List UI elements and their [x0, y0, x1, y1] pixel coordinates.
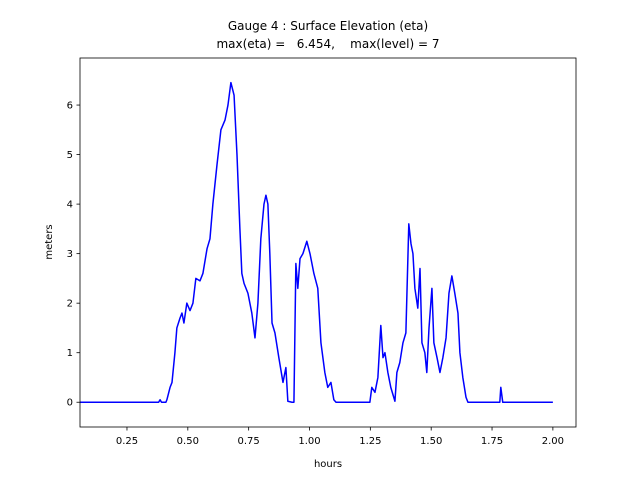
y-tick-label: 6	[67, 101, 73, 112]
x-tick-label: 1.00	[298, 436, 320, 447]
y-axis-label: meters	[44, 224, 55, 259]
x-tick-label: 2.00	[542, 436, 564, 447]
x-axis-label: hours	[314, 459, 342, 470]
x-tick-label: 1.50	[420, 436, 442, 447]
x-tick-label: 0.25	[116, 436, 138, 447]
y-tick-label: 0	[67, 398, 73, 409]
chart-title: Gauge 4 : Surface Elevation (eta)	[228, 19, 428, 33]
data-line	[80, 81, 553, 403]
y-tick-label: 2	[67, 299, 73, 310]
x-tick-label: 0.75	[238, 436, 260, 447]
y-tick-label: 5	[67, 150, 73, 161]
x-tick-label: 1.75	[481, 436, 503, 447]
plot-frame	[79, 57, 577, 428]
y-tick-label: 3	[67, 249, 73, 260]
y-tick-label: 4	[67, 200, 73, 211]
x-tick-label: 0.50	[177, 436, 199, 447]
x-tick-label: 1.25	[359, 436, 381, 447]
chart-subtitle: max(eta) = 6.454, max(level) = 7	[216, 37, 439, 51]
y-tick-label: 1	[67, 348, 73, 359]
